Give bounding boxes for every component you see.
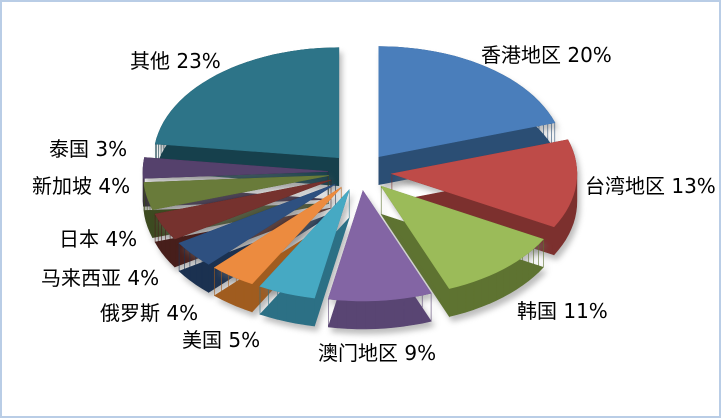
pie-slice-top-russia [213, 187, 342, 285]
pie-slice-top-japan [154, 179, 332, 240]
pie-slice-top-thailand [142, 157, 329, 179]
pie-slice-usa[interactable] [259, 189, 350, 327]
pie-slice-taiwan[interactable] [390, 139, 578, 256]
pie-label-thailand: 泰国 3% [49, 137, 127, 161]
pie-label-taiwan: 台湾地区 13% [585, 174, 716, 198]
pie-slice-hong-kong[interactable] [378, 46, 556, 185]
pie-label-other: 其他 23% [130, 49, 221, 73]
pie-label-japan: 日本 4% [59, 227, 137, 251]
pie-slice-top-malaysia [178, 183, 336, 265]
pie-label-south-korea: 韩国 11% [517, 299, 608, 323]
pie-slice-top-south-korea [380, 185, 544, 289]
pie-label-macau: 澳门地区 9% [318, 341, 436, 365]
pie-slice-top-other [154, 47, 340, 159]
pie-label-usa: 美国 5% [182, 328, 260, 352]
pie-slice-top-hong-kong [378, 46, 556, 157]
pie-slice-other[interactable] [154, 47, 340, 187]
pie-slice-macau[interactable] [327, 189, 432, 330]
pie-label-malaysia: 马来西亚 4% [41, 266, 159, 290]
pie-slice-top-usa [259, 189, 350, 299]
pie-label-russia: 俄罗斯 4% [100, 301, 198, 325]
pie-label-hong-kong: 香港地区 20% [481, 43, 612, 67]
pie-slice-south-korea[interactable] [380, 185, 544, 318]
pie-slice-top-taiwan [390, 139, 578, 228]
pie-slice-top-macau [327, 190, 432, 302]
pie-label-singapore: 新加坡 4% [32, 174, 130, 198]
pie-slice-russia[interactable] [213, 186, 342, 313]
pie-slice-top-singapore [143, 175, 329, 210]
